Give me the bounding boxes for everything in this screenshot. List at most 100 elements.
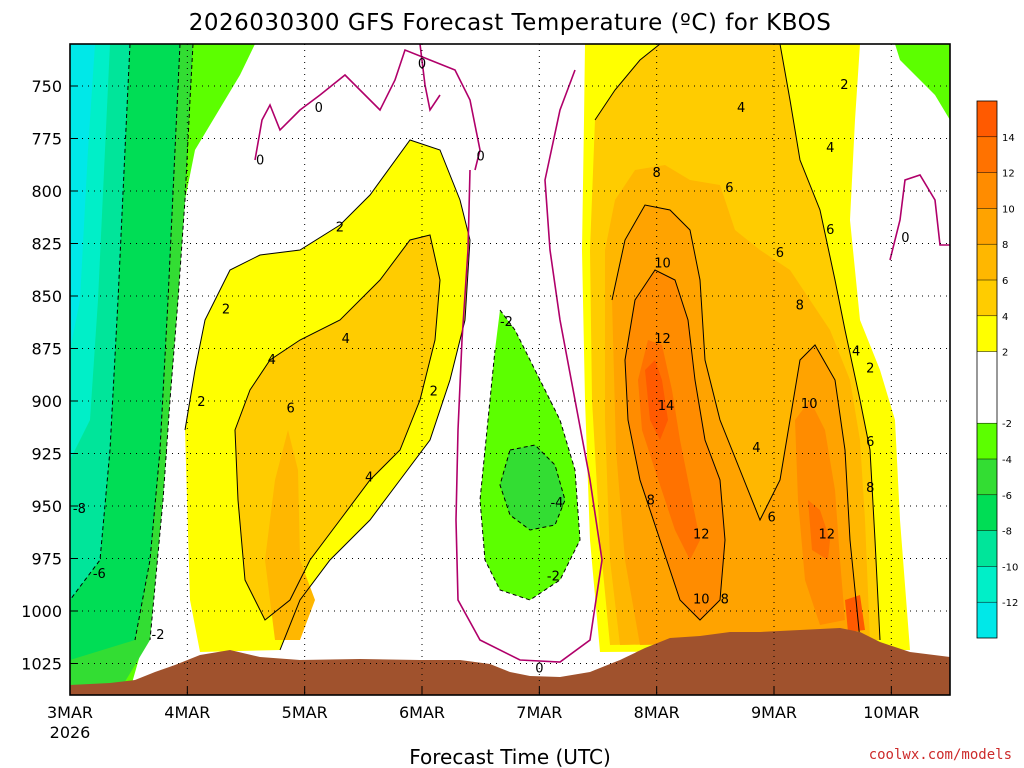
warm-region-6-day1 [265,430,315,640]
colorbar-band [977,494,997,531]
isotherm-zero-upper [419,44,441,113]
y-tick-label: 1025 [21,655,62,674]
contour-lines [184,44,881,651]
colorbar-label: -6 [1002,491,1012,502]
chart-title: 2026030300 GFS Forecast Temperature (ºC)… [189,10,832,36]
colorbar-label: 14 [1002,133,1015,144]
contour-label: -2 [547,569,560,584]
colorbar-band [977,208,997,245]
contour-label: 4 [365,471,373,486]
cold-region-minus12 [70,44,95,350]
contour-label: 0 [535,662,543,677]
y-tick-marks [70,85,78,664]
credit-text: coolwx.com/models [869,747,1012,763]
contour-label: 12 [654,332,671,347]
contour-line-day2-8 [611,204,861,641]
y-tick-label: 875 [31,340,62,359]
contour-label: -4 [550,496,563,511]
dashed-contours [70,44,581,641]
colorbar-label: -10 [1002,562,1018,573]
x-tick-label: 4MAR [164,703,210,722]
y-tick-label: 975 [31,550,62,569]
colorbar-label: 12 [1002,169,1015,180]
colorbar-band [977,244,997,280]
contour-label: 4 [737,101,745,116]
x-tick-label: 10MAR [863,703,919,722]
plot-frame [69,43,951,696]
y-tick-label: 950 [31,497,62,516]
contour-label: 6 [826,223,834,238]
cold-patch-upper-right [895,44,950,120]
contour-label: 8 [796,298,804,313]
contour-label: 8 [866,481,874,496]
colorbar-frame [976,100,998,639]
y-tick-label: 1000 [21,602,62,621]
grid-lines [70,44,950,695]
y-tick-label: 750 [31,77,62,96]
colorbar [976,100,998,639]
colorbar-band [977,101,997,137]
y-tick-label: 775 [31,130,62,149]
contour-label: 2 [840,78,848,93]
contour-label: 0 [477,149,485,164]
colorbar-band [977,459,997,495]
cold-pocket-minus4 [500,445,565,530]
contour-label: 2 [866,361,874,376]
contour-label: 8 [647,494,655,509]
colorbar-band [977,315,997,352]
contour-label: -2 [500,315,513,330]
isotherm-zero-pocket [455,69,603,663]
x-axis-year: 2026 [50,723,91,742]
x-tick-label: 7MAR [516,703,562,722]
colorbar-label: -2 [1002,419,1012,430]
contour-label: 12 [819,527,836,542]
colorbar-label: 6 [1002,276,1008,287]
colorbar-label: -4 [1002,455,1012,466]
y-tick-label: 900 [31,392,62,411]
colorbar-label: 2 [1002,348,1008,359]
colorbar-label: -8 [1002,527,1012,538]
y-tick-label: 800 [31,182,62,201]
temperature-field [70,44,950,695]
contour-label: 0 [901,231,909,246]
colorbar-band [977,423,997,459]
contour-label: 2 [197,395,205,410]
contour-label: 10 [693,592,710,607]
x-tick-marks [69,687,892,695]
contour-label: 4 [342,332,350,347]
contour-label: 10 [654,256,671,271]
contour-label: 0 [418,57,426,72]
contour-line-day2-4 [594,44,881,641]
contour-line-minus4 [149,44,194,641]
x-axis: 3MAR 4MAR 5MAR 6MAR 7MAR 8MAR 9MAR 10MAR [47,703,919,722]
contour-label: -8 [73,502,86,517]
x-tick-label: 9MAR [751,703,797,722]
contour-label: 8 [653,166,661,181]
colorbar-label: 4 [1002,312,1008,323]
colorbar-band [977,136,997,173]
isotherm-zero-right [889,174,950,261]
contour-label: 6 [725,181,733,196]
colorbar-band [977,530,997,567]
isotherm-zero-left [254,48,481,171]
contour-line-day2-10 [624,269,726,621]
contour-label: 0 [315,101,323,116]
contour-label: 14 [658,399,675,414]
colorbar-band [977,566,997,603]
contour-label: 6 [768,511,776,526]
contour-line-day1-4 [234,234,441,621]
colorbar-label: 10 [1002,204,1015,215]
x-tick-label: 8MAR [634,703,680,722]
colorbar-label: 8 [1002,240,1008,251]
contour-label: 6 [866,435,874,450]
colorbar-band [977,172,997,209]
contour-label: 6 [286,401,294,416]
y-tick-label: 825 [31,235,62,254]
contour-label: 2 [336,221,344,236]
contour-label: 6 [776,246,784,261]
y-axis: 750 775 800 825 850 875 900 925 950 975 1000 1025 [21,77,62,674]
colorbar-band [977,280,997,316]
contour-label: 4 [852,345,860,360]
contour-label: 4 [752,441,760,456]
